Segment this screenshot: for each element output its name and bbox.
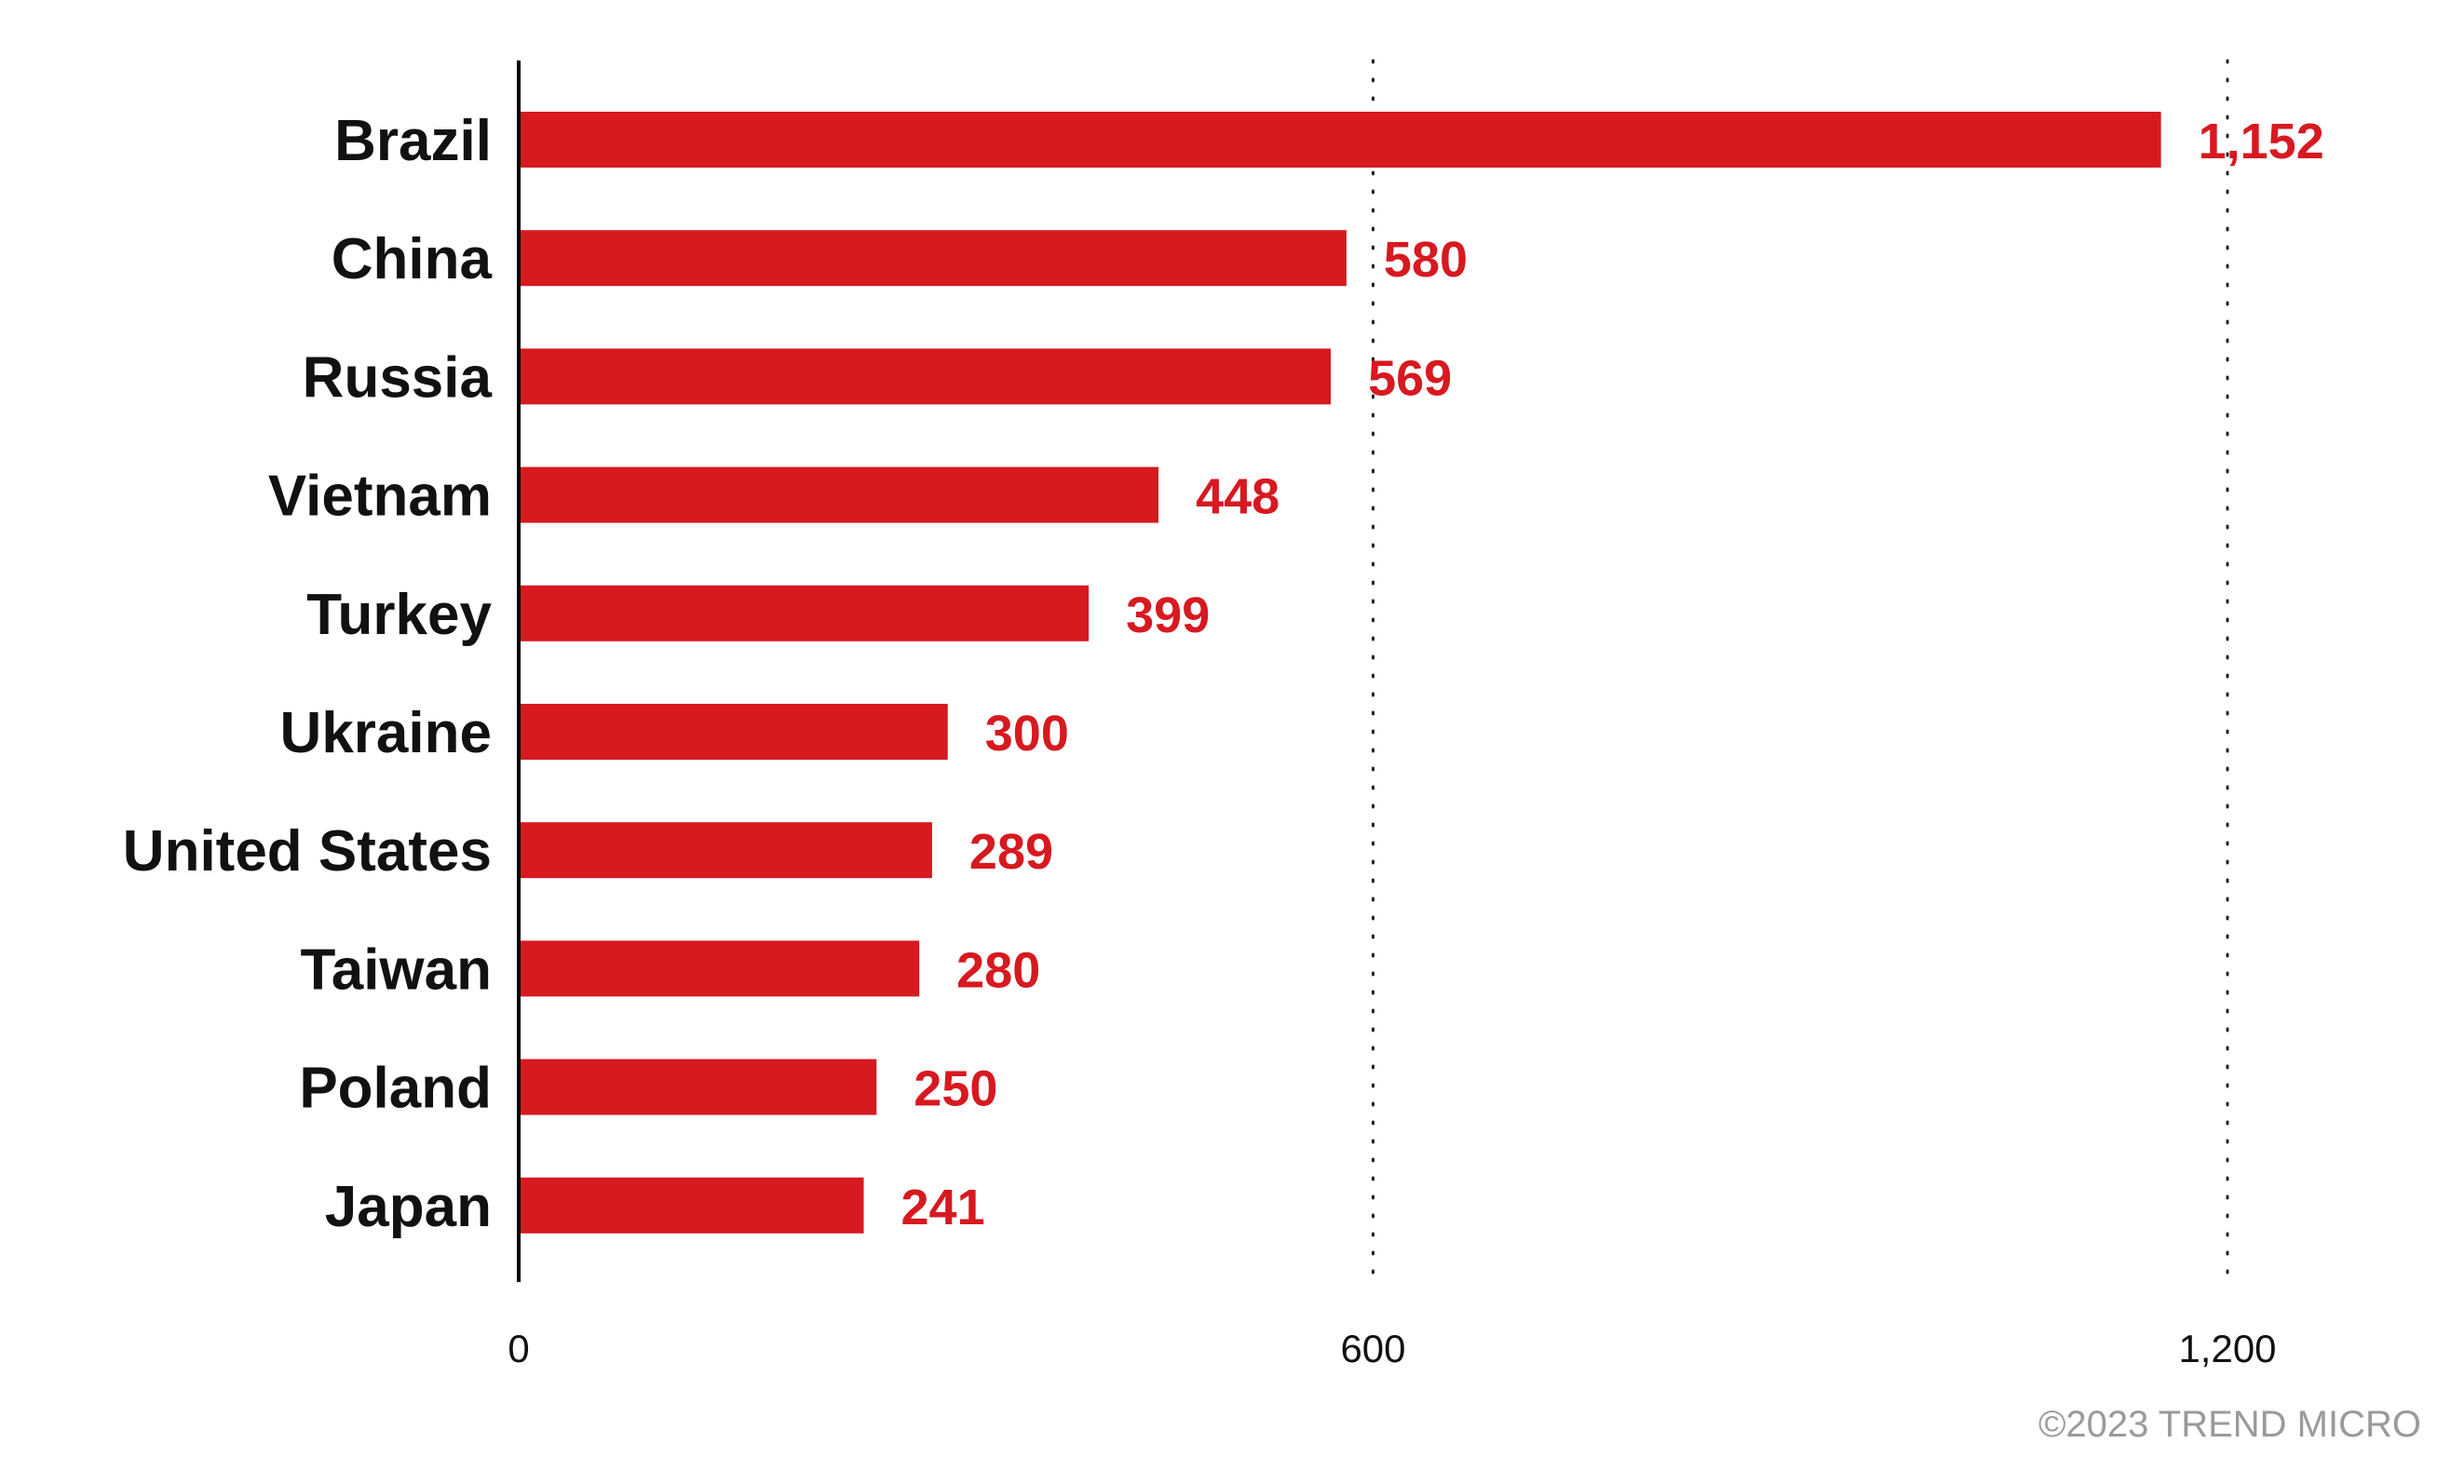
value-label-0: 1,152 — [2199, 114, 2324, 169]
tick-layer: 0 600 1,200 — [508, 1327, 2276, 1370]
value-label-8: 250 — [914, 1061, 997, 1117]
bar-0 — [521, 112, 2161, 168]
category-label-3: Vietnam — [268, 465, 492, 529]
value-label-7: 280 — [956, 942, 1040, 998]
category-label-4: Turkey — [306, 583, 492, 647]
value-label-9: 241 — [901, 1180, 985, 1235]
value-label-2: 569 — [1368, 350, 1452, 406]
bar-layer — [521, 112, 2161, 1234]
grid-layer — [1372, 59, 2229, 1284]
bar-4 — [521, 585, 1090, 641]
bar-1 — [521, 230, 1347, 287]
x-tick-label-0: 0 — [508, 1327, 529, 1370]
bar-3 — [521, 466, 1159, 523]
label-layer: Brazil 1,152 China 580 Russia 569 Vietnam 448 Tu… — [123, 109, 2324, 1239]
bar-5 — [521, 704, 948, 760]
category-label-9: Japan — [325, 1175, 492, 1239]
x-tick-label-1: 600 — [1340, 1327, 1405, 1370]
value-label-4: 399 — [1126, 587, 1210, 643]
bar-2 — [521, 348, 1332, 405]
category-label-1: China — [332, 227, 493, 291]
bar-7 — [521, 940, 920, 997]
category-label-6: United States — [123, 819, 492, 884]
value-label-1: 580 — [1384, 232, 1468, 288]
category-label-2: Russia — [303, 345, 493, 410]
category-label-0: Brazil — [334, 109, 492, 173]
category-label-7: Taiwan — [300, 938, 492, 1002]
bar-9 — [521, 1177, 864, 1234]
category-label-8: Poland — [299, 1057, 492, 1121]
value-label-3: 448 — [1196, 469, 1279, 525]
value-label-6: 289 — [969, 824, 1053, 880]
category-label-5: Ukraine — [280, 701, 492, 765]
x-tick-label-2: 1,200 — [2178, 1327, 2276, 1370]
value-label-5: 300 — [985, 706, 1069, 762]
bar-8 — [521, 1059, 877, 1115]
copyright-text: ©2023 TREND MICRO — [2038, 1404, 2421, 1445]
bar-6 — [521, 822, 932, 879]
